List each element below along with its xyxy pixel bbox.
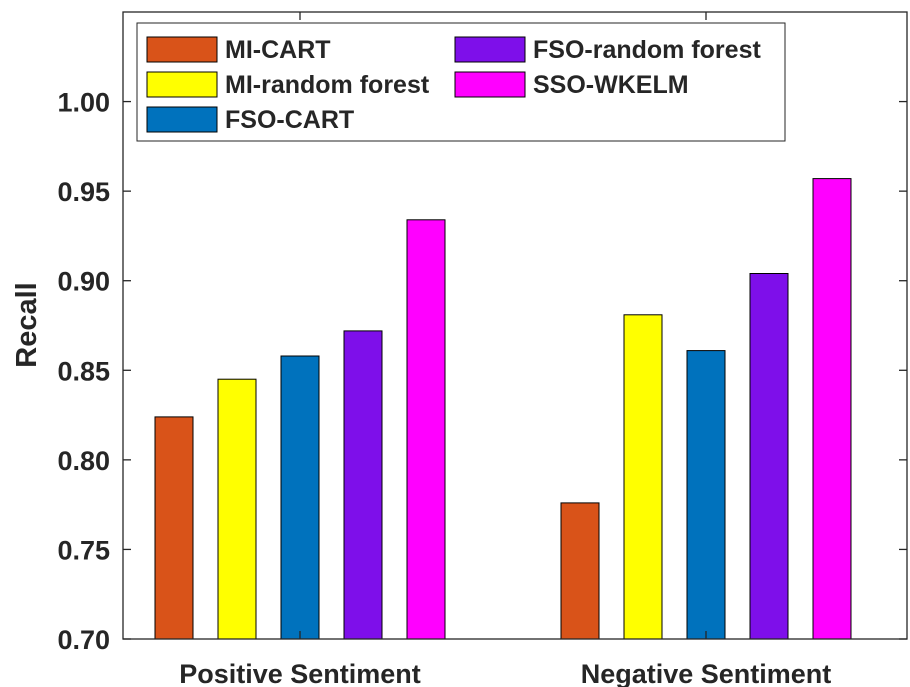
bar-fso-cart-0 [280, 355, 320, 640]
legend-label: FSO-CART [225, 106, 354, 134]
y-tick-label: 0.85 [57, 356, 110, 386]
bar-mi-random-forest-0 [217, 378, 257, 640]
x-tick-label: Negative Sentiment [581, 659, 832, 687]
x-tick-label: Positive Sentiment [179, 659, 421, 687]
legend-label: MI-CART [225, 36, 331, 64]
bar-mi-cart-0 [154, 416, 194, 640]
x-tick-labels: Positive Sentiment Negative Sentiment [179, 659, 831, 687]
legend-swatch [454, 36, 526, 63]
legend: MI-CART MI-random forest FSO-CART FSO-rando… [136, 22, 786, 142]
y-tick-label: 0.75 [57, 535, 110, 565]
bar-fso-random-forest-0 [343, 330, 383, 640]
bar-sso-wkelm-0 [406, 219, 446, 640]
y-tick-label: 0.80 [57, 446, 110, 476]
bar-mi-random-forest-1 [623, 314, 663, 640]
y-tick-label: 0.95 [57, 177, 110, 207]
bar-fso-random-forest-1 [749, 273, 789, 640]
bar-sso-wkelm-1 [812, 178, 852, 640]
y-axis-label: Recall [11, 282, 43, 367]
ticks-layer: 0.70 0.75 0.80 0.85 0.90 0.95 1.00 [57, 12, 907, 655]
y-tick-label: 1.00 [57, 88, 110, 118]
legend-label: SSO-WKELM [533, 71, 689, 99]
y-tick-label: 0.70 [57, 625, 110, 655]
legend-swatch [146, 106, 218, 133]
legend-label: MI-random forest [225, 71, 430, 99]
legend-label: FSO-random forest [533, 36, 761, 64]
bar-mi-cart-1 [560, 502, 600, 640]
bars-layer [154, 178, 852, 640]
bar-fso-cart-1 [686, 350, 726, 640]
legend-swatch [454, 71, 526, 98]
legend-swatch [146, 36, 218, 63]
legend-swatch [146, 71, 218, 98]
y-tick-label: 0.90 [57, 267, 110, 297]
axes-box [122, 11, 908, 640]
